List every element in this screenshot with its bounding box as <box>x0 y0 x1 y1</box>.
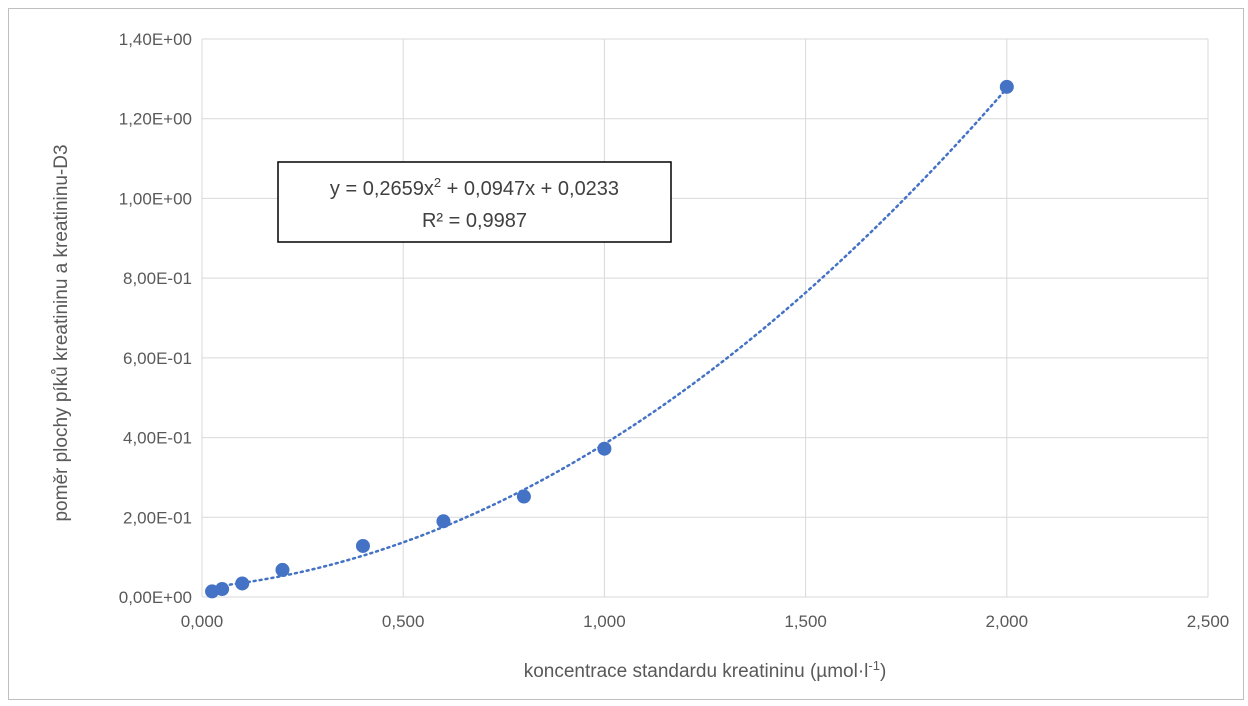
data-point <box>355 538 370 553</box>
data-point <box>215 582 230 597</box>
y-tick-label: 4,00E-01 <box>123 429 192 448</box>
y-tick-label: 0,00E+00 <box>119 588 192 607</box>
x-axis-title: koncentrace standardu kreatininu (µmol·l… <box>524 658 887 682</box>
y-tick-label: 1,00E+00 <box>119 189 192 208</box>
y-tick-label: 6,00E-01 <box>123 349 192 368</box>
equation-box-border <box>277 161 672 243</box>
y-axis-title: poměr plochy píků kreatininu a kreatinin… <box>51 144 72 521</box>
x-tick-label: 1,000 <box>583 612 626 631</box>
data-point <box>436 514 451 529</box>
data-points <box>205 79 1014 599</box>
trendline-layer <box>210 87 1009 588</box>
y-tick-label: 8,00E-01 <box>123 269 192 288</box>
equation-box: y = 0,2659x2 + 0,0947x + 0,0233 R² = 0,9… <box>277 161 672 243</box>
x-tick-label: 0,500 <box>382 612 425 631</box>
data-point <box>999 79 1014 94</box>
data-point <box>597 441 612 456</box>
x-tick-label: 2,500 <box>1187 612 1230 631</box>
x-tick-label: 1,500 <box>784 612 827 631</box>
tick-labels: 0,00E+00 2,00E-01 4,00E-01 6,00E-01 8,00E-01… <box>119 30 1230 631</box>
y-tick-label: 1,20E+00 <box>119 110 192 129</box>
trend-equation: y = 0,2659x2 + 0,0947x + 0,0233 <box>330 175 619 200</box>
trendline <box>210 87 1009 588</box>
y-tick-label: 1,40E+00 <box>119 30 192 49</box>
chart-frame: 0,00E+00 2,00E-01 4,00E-01 6,00E-01 8,00E-01… <box>8 8 1244 700</box>
y-tick-label: 2,00E-01 <box>123 508 192 527</box>
data-point <box>516 489 531 504</box>
r-squared: R² = 0,9987 <box>422 210 527 232</box>
gridlines <box>201 38 1209 598</box>
chart-svg: 0,00E+00 2,00E-01 4,00E-01 6,00E-01 8,00E-01… <box>51 30 1230 682</box>
x-tick-label: 0,000 <box>181 612 224 631</box>
x-tick-label: 2,000 <box>986 612 1029 631</box>
data-point <box>235 576 250 591</box>
data-point <box>275 562 290 577</box>
